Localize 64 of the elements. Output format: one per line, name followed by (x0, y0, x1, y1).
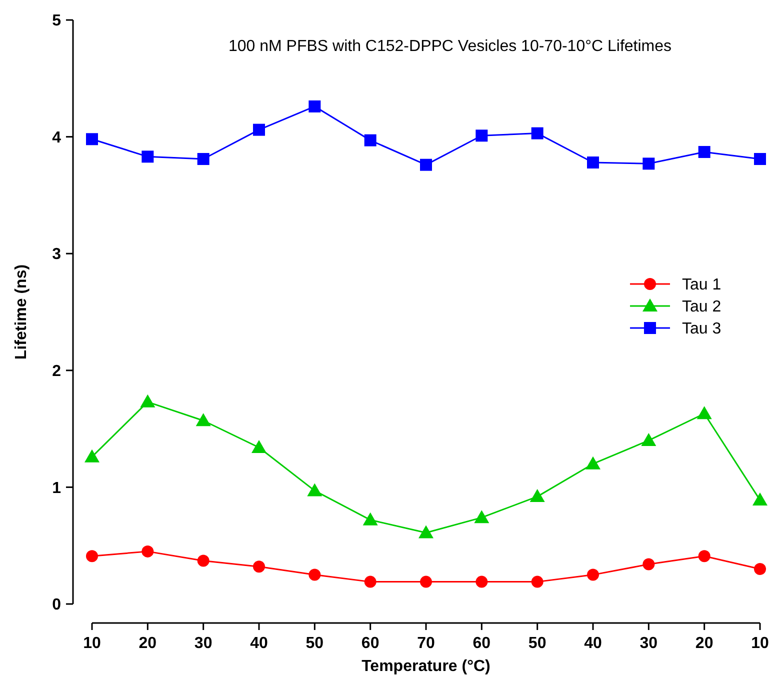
x-tick-label: 40 (584, 635, 602, 652)
point (754, 562, 766, 575)
point (252, 440, 266, 453)
point (698, 550, 710, 562)
x-tick-label: 20 (695, 635, 714, 652)
y-tick-label: 0 (52, 596, 62, 614)
point (586, 456, 600, 470)
y-tick-label: 4 (52, 129, 62, 146)
point (84, 449, 100, 462)
point (696, 406, 712, 420)
point (420, 576, 432, 588)
x-tick-label: 30 (194, 635, 212, 652)
point (86, 133, 98, 146)
y-tick-label: 5 (52, 12, 62, 30)
y-tick-label: 1 (52, 480, 62, 497)
point (641, 432, 656, 446)
point (530, 489, 545, 502)
point (587, 156, 599, 168)
point (752, 492, 768, 506)
x-tick-label: 50 (306, 635, 324, 652)
point (531, 127, 544, 140)
point (364, 576, 376, 588)
point (474, 510, 490, 524)
point (196, 413, 211, 426)
text: 100 nM PFBS with C152-DPPC Vesicles 10-70-10°C Lifetimes (228, 38, 672, 55)
point (476, 130, 488, 142)
x-tick-label: 50 (528, 635, 546, 652)
point (253, 560, 265, 573)
point (642, 558, 655, 570)
point (642, 158, 655, 170)
x-tick-label: 30 (640, 635, 658, 652)
x-tick-label: 70 (417, 635, 435, 652)
x-tick-label: 60 (361, 635, 380, 652)
point (364, 134, 376, 146)
point (698, 146, 710, 158)
point (86, 550, 98, 562)
point (420, 158, 432, 171)
point (197, 554, 210, 567)
x-tick-label: 60 (472, 635, 491, 652)
legend-label: Tau 1 (682, 276, 722, 294)
x-tick-label: 10 (751, 635, 769, 652)
point (587, 568, 599, 581)
legend-label: Tau 2 (682, 298, 722, 316)
y-axis-title: Lifetime (ns) (13, 264, 30, 360)
point (307, 483, 322, 496)
point (362, 512, 378, 526)
y-tick-label: 2 (52, 363, 62, 380)
x-tick-label: 40 (250, 635, 268, 652)
point (476, 576, 488, 588)
x-tick-label: 10 (83, 635, 101, 652)
x-axis-title: Temperature (°C) (362, 658, 490, 675)
point (142, 150, 154, 163)
point (140, 394, 156, 408)
point (308, 100, 321, 112)
point (308, 568, 321, 581)
point (253, 124, 265, 136)
point (142, 545, 154, 558)
x-tick-label: 20 (138, 635, 157, 652)
point (197, 152, 210, 165)
point (418, 525, 434, 538)
legend-label: Tau 3 (682, 320, 722, 338)
y-tick-label: 3 (52, 246, 62, 264)
point (531, 576, 544, 588)
point (754, 152, 766, 165)
